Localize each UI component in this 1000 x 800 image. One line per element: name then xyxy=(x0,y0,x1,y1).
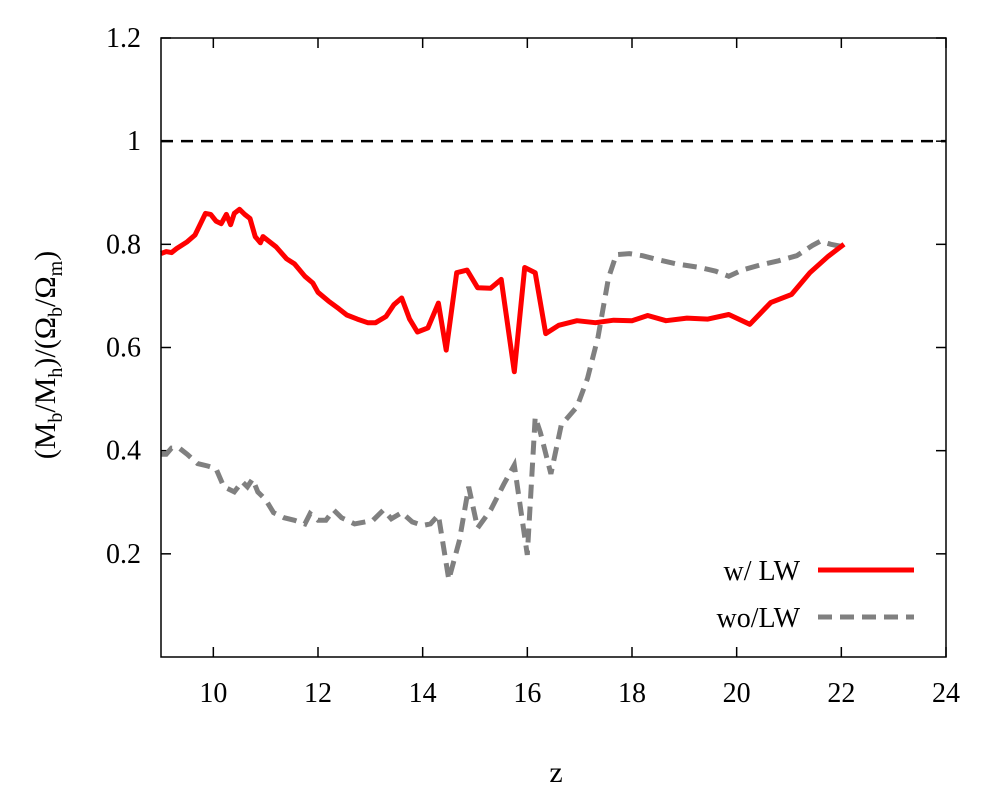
y-tick-label: 0.4 xyxy=(106,436,141,467)
x-tick-label: 18 xyxy=(618,678,646,709)
x-tick-label: 10 xyxy=(199,678,227,709)
y-label-sub: b xyxy=(45,413,67,423)
y-tick-label: 0.6 xyxy=(106,333,141,364)
legend-label-wo-lw: wo/LW xyxy=(717,603,801,634)
y-label-sub: b xyxy=(45,307,67,317)
y-label-part: )/(Ω xyxy=(29,317,62,368)
series-layer xyxy=(160,206,847,581)
plot-frame xyxy=(160,37,947,658)
y-label-part: (M xyxy=(29,423,62,460)
y-label-part: /M xyxy=(29,378,62,413)
tick-labels: 10 12 14 16 18 20 22 24 0.2 0.4 0.6 0.8 1 1.2 xyxy=(106,23,960,709)
legend: w/ LW wo/LW xyxy=(717,556,914,634)
x-axis-label: z xyxy=(549,756,562,789)
y-tick-label: 0.2 xyxy=(106,539,141,570)
y-label-part: ) xyxy=(29,251,62,261)
x-tick-label: 20 xyxy=(723,678,751,709)
legend-label-w-lw: w/ LW xyxy=(724,556,801,587)
tick-marks xyxy=(161,37,947,657)
y-label-sub: m xyxy=(45,260,67,276)
x-tick-label: 14 xyxy=(409,678,437,709)
y-label-sub: h xyxy=(45,368,67,378)
x-tick-label: 24 xyxy=(932,678,960,709)
y-tick-label: 1 xyxy=(127,126,141,157)
y-label-part: /Ω xyxy=(29,276,62,307)
x-tick-label: 12 xyxy=(304,678,332,709)
y-tick-label: 1.2 xyxy=(106,23,141,54)
y-tick-label: 0.8 xyxy=(106,229,141,260)
x-tick-label: 16 xyxy=(513,678,541,709)
series-line-wo-lw xyxy=(161,238,847,581)
x-tick-label: 22 xyxy=(827,678,855,709)
y-axis-label: (Mb/Mh)/(Ωb/Ωm) xyxy=(29,251,67,460)
series-line-w-lw xyxy=(160,206,846,375)
